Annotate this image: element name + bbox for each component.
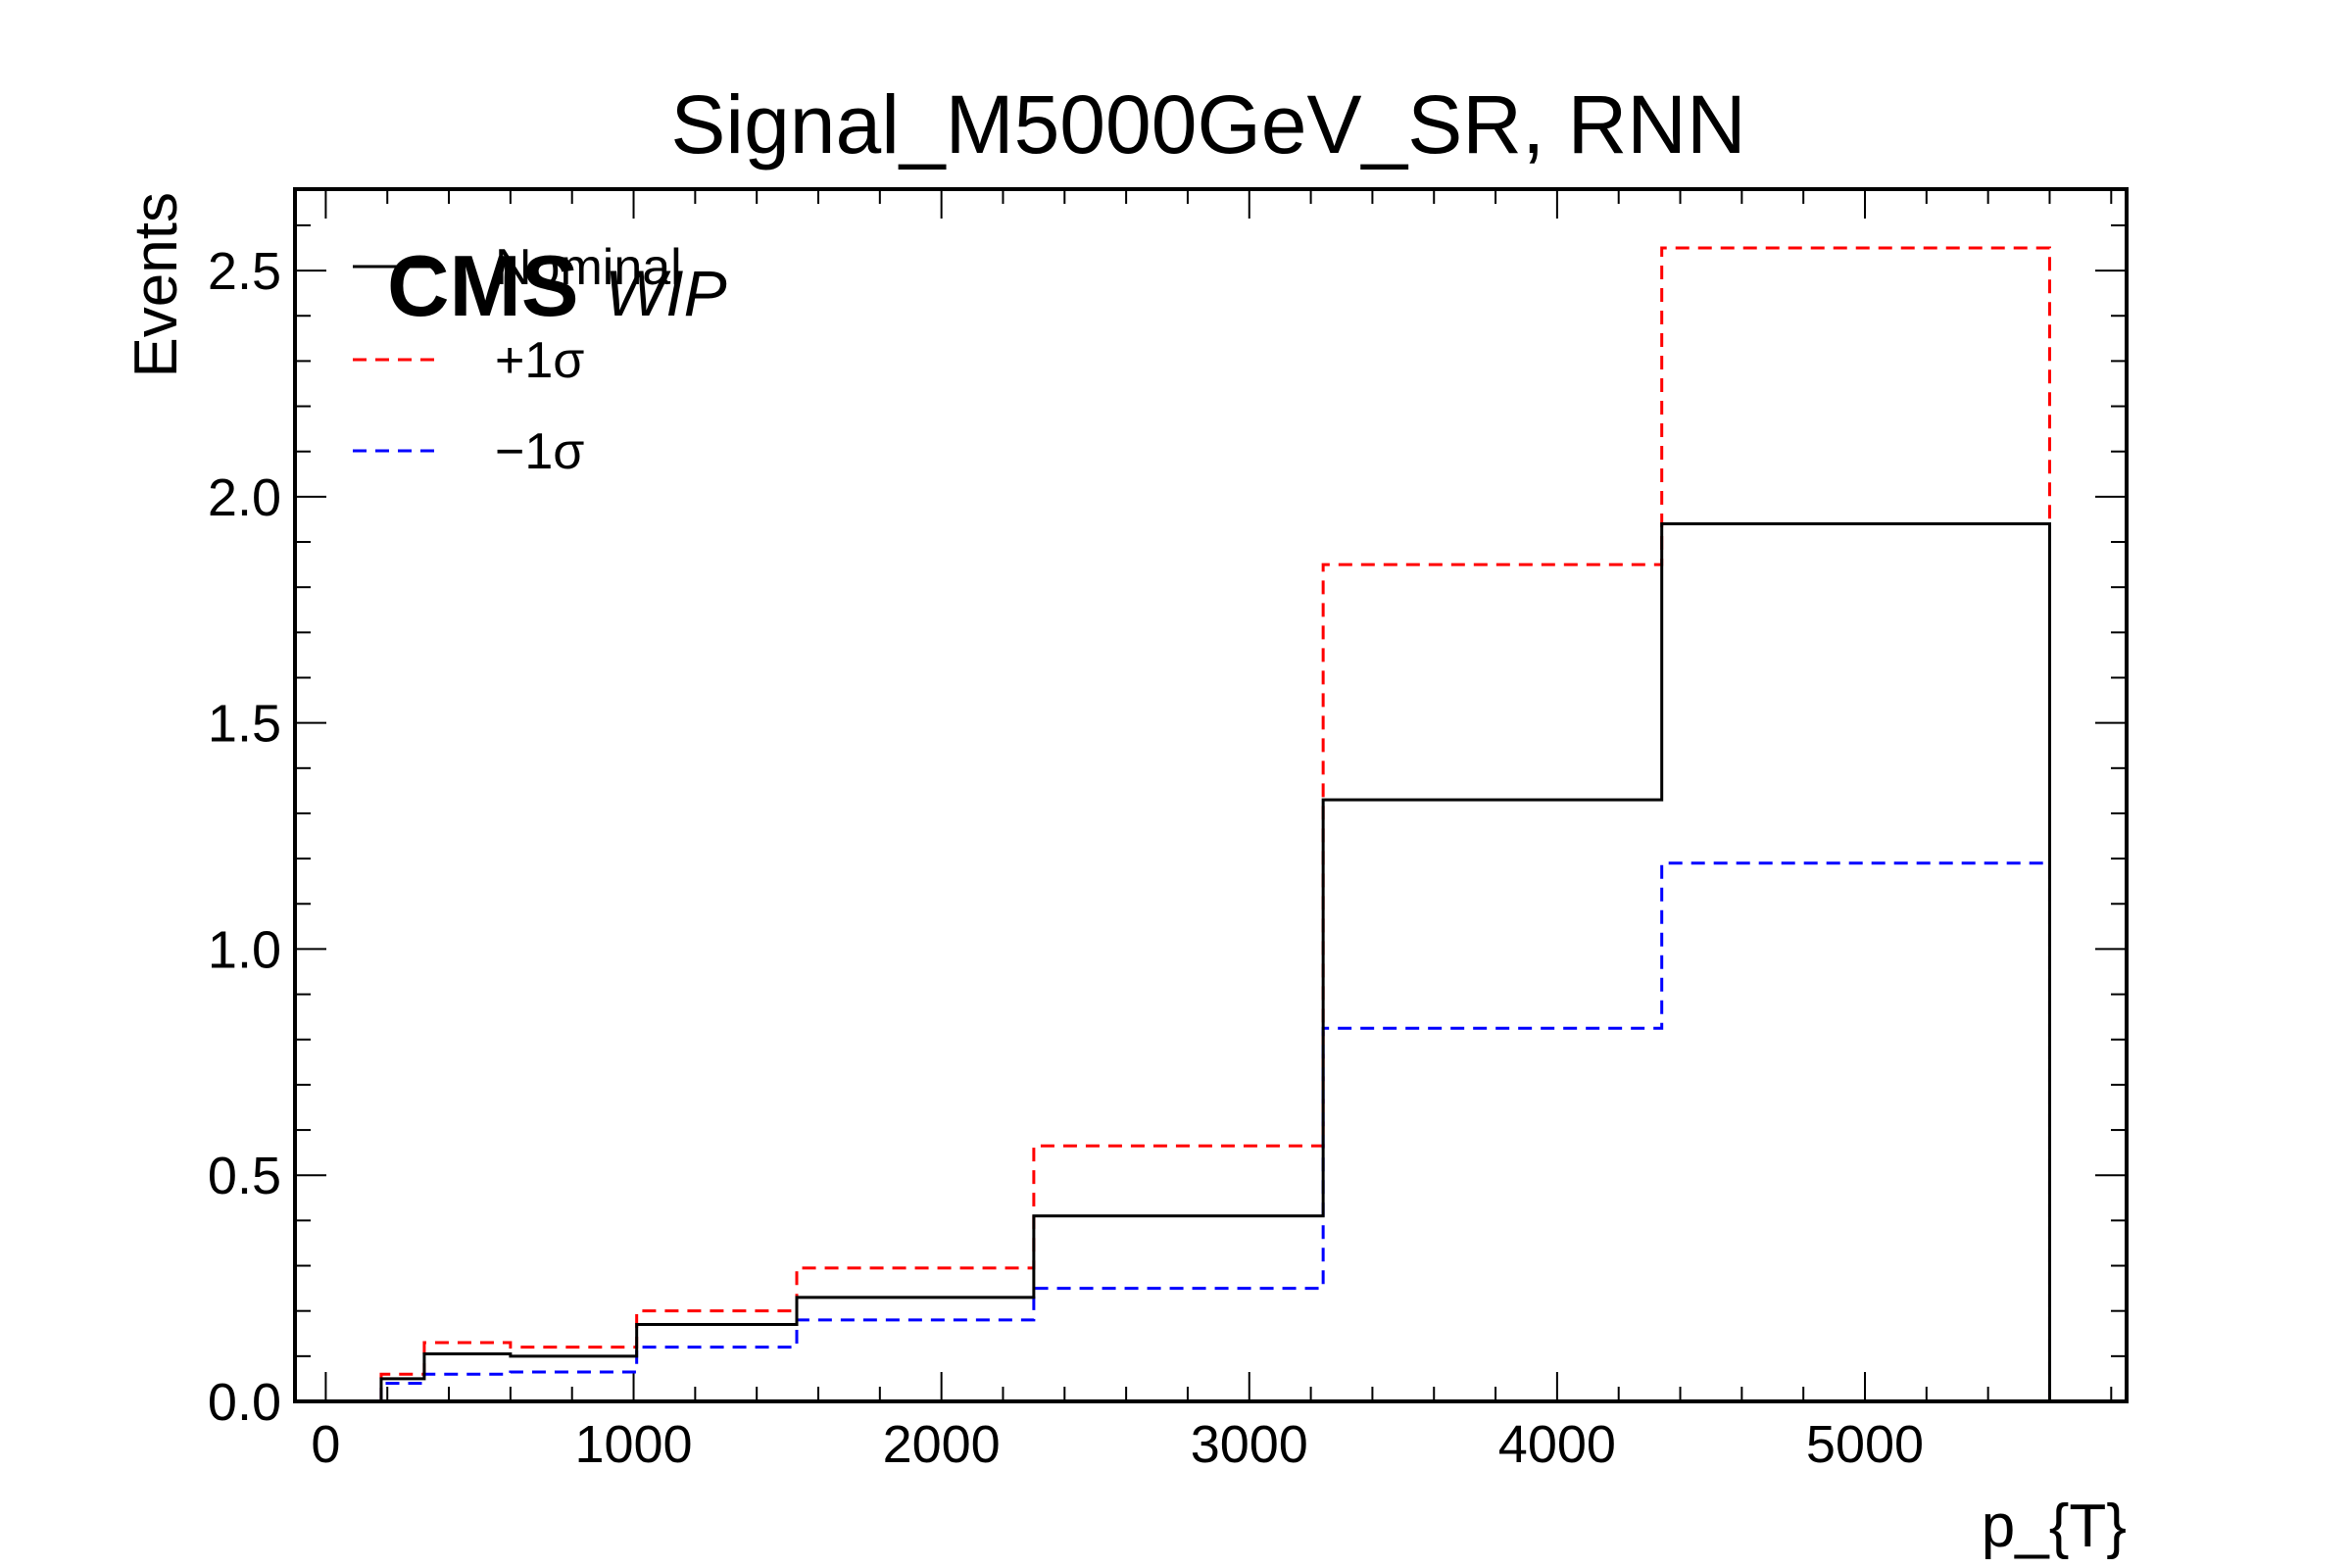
chart-title: Signal_M5000GeV_SR, RNN <box>670 78 1745 171</box>
wip-label: WIP <box>605 257 727 329</box>
x-tick-label: 3000 <box>1191 1415 1308 1474</box>
cms-label: CMS <box>387 237 579 334</box>
x-tick-label: 0 <box>311 1415 340 1474</box>
y-axis-label: Events <box>122 192 190 378</box>
legend-entry: +1σ <box>495 332 584 389</box>
x-tick-label: 4000 <box>1498 1415 1616 1474</box>
axis-ticks: 0 1000 2000 3000 4000 5000 0.0 0.5 1.0 1.5 2.0 2.5 <box>208 189 2127 1474</box>
y-tick-label: 2.0 <box>208 468 281 527</box>
legend-entry: Nominal <box>495 239 682 296</box>
plot-frame <box>293 187 2129 1403</box>
legend-entry: −1σ <box>495 423 584 480</box>
x-tick-label: 1000 <box>574 1415 692 1474</box>
legend: Nominal +1σ −1σ <box>353 239 682 480</box>
series-line <box>379 246 2051 1401</box>
series-line <box>379 522 2051 1401</box>
series-line <box>379 861 2051 1401</box>
x-axis-label: p_{T} <box>1982 1493 2127 1560</box>
y-tick-label: 2.5 <box>208 242 281 301</box>
y-tick-label: 1.5 <box>208 695 281 754</box>
y-tick-label: 0.5 <box>208 1147 281 1205</box>
y-tick-label: 1.0 <box>208 920 281 979</box>
y-tick-label: 0.0 <box>208 1373 281 1432</box>
x-tick-label: 2000 <box>883 1415 1001 1474</box>
x-tick-label: 5000 <box>1806 1415 1924 1474</box>
series-layer <box>379 246 2051 1401</box>
